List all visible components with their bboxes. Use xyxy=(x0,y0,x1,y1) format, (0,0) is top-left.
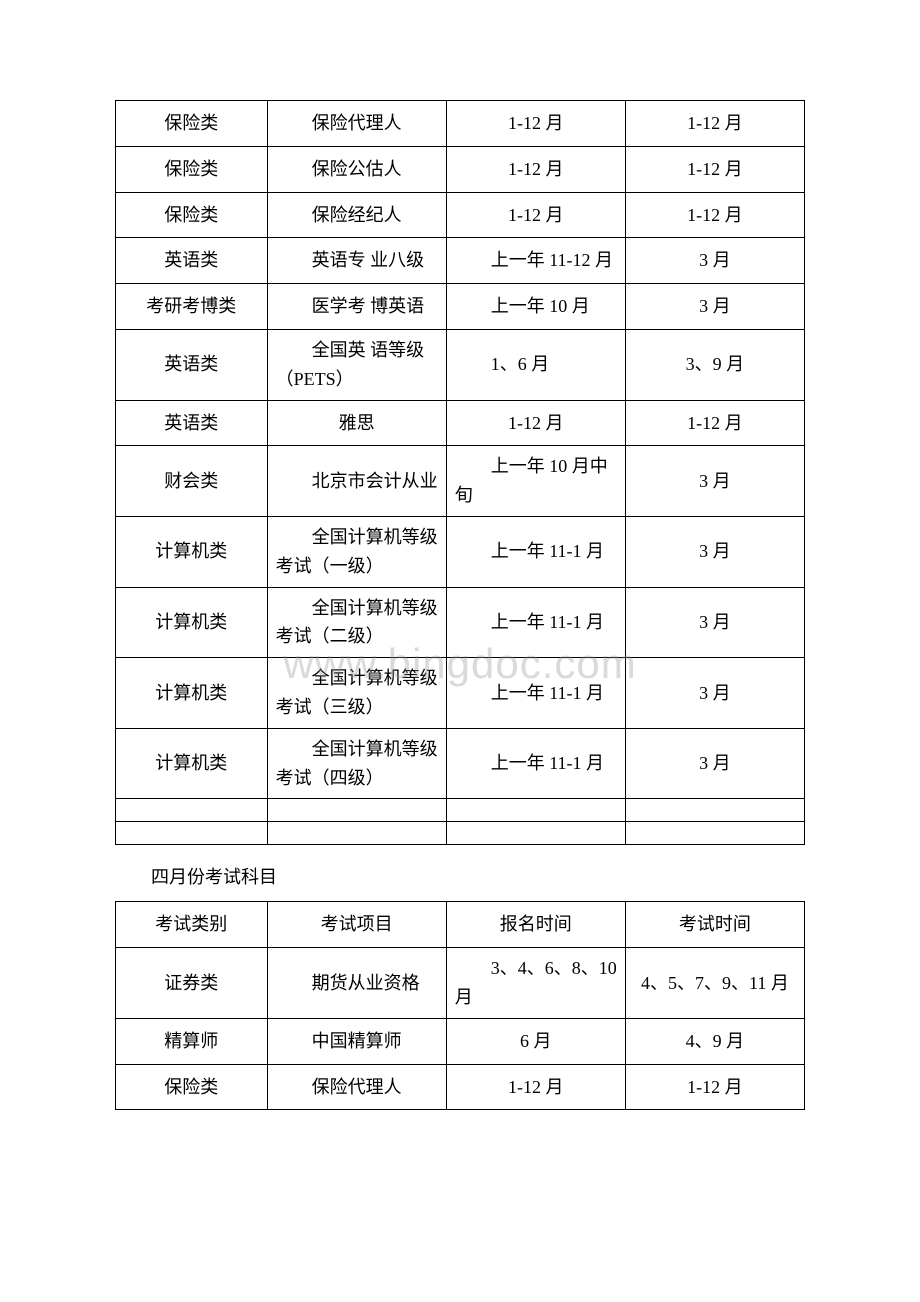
table-cell xyxy=(267,822,446,845)
table-cell: 报名时间 xyxy=(446,902,625,948)
table-cell: 1-12 月 xyxy=(446,1064,625,1110)
table-cell: 上一年 11-1 月 xyxy=(446,516,625,587)
exam-table-1: 保险类保险代理人1-12 月1-12 月保险类保险公估人1-12 月1-12 月… xyxy=(115,100,805,845)
table-cell: 1、6 月 xyxy=(446,329,625,400)
table-cell: 1-12 月 xyxy=(625,101,804,147)
table-cell: 上一年 11-1 月 xyxy=(446,728,625,799)
table-cell xyxy=(116,822,268,845)
table-cell: 3 月 xyxy=(625,516,804,587)
table-cell: 雅思 xyxy=(267,400,446,446)
table-cell: 3 月 xyxy=(625,658,804,729)
table-cell: 4、5、7、9、11 月 xyxy=(625,948,804,1019)
table-row: 英语类英语专 业八级上一年 11-12 月3 月 xyxy=(116,238,805,284)
table-cell: 3 月 xyxy=(625,284,804,330)
table-cell: 6 月 xyxy=(446,1018,625,1064)
table-cell: 保险类 xyxy=(116,101,268,147)
table-cell: 3 月 xyxy=(625,728,804,799)
table-cell: 精算师 xyxy=(116,1018,268,1064)
table-cell: 保险公估人 xyxy=(267,146,446,192)
table-cell: 全国英 语等级（PETS） xyxy=(267,329,446,400)
table-cell: 3 月 xyxy=(625,587,804,658)
table-cell: 1-12 月 xyxy=(446,192,625,238)
table-cell: 3 月 xyxy=(625,238,804,284)
table-row: 精算师中国精算师6 月4、9 月 xyxy=(116,1018,805,1064)
table-cell: 保险类 xyxy=(116,192,268,238)
table-cell: 上一年 11-1 月 xyxy=(446,587,625,658)
table-cell: 1-12 月 xyxy=(625,400,804,446)
table-cell: 保险类 xyxy=(116,146,268,192)
table-row-empty xyxy=(116,799,805,822)
table-cell: 考试项目 xyxy=(267,902,446,948)
table-cell: 1-12 月 xyxy=(625,1064,804,1110)
table-row: 保险类保险公估人1-12 月1-12 月 xyxy=(116,146,805,192)
table-cell: 考试时间 xyxy=(625,902,804,948)
table-row: 考研考博类医学考 博英语上一年 10 月3 月 xyxy=(116,284,805,330)
table-cell: 上一年 10 月 xyxy=(446,284,625,330)
table-cell: 保险经纪人 xyxy=(267,192,446,238)
table-row: 证券类期货从业资格3、4、6、8、10 月4、5、7、9、11 月 xyxy=(116,948,805,1019)
table-cell: 1-12 月 xyxy=(446,101,625,147)
table-cell xyxy=(446,799,625,822)
table-row: 英语类雅思1-12 月1-12 月 xyxy=(116,400,805,446)
table-cell: 计算机类 xyxy=(116,516,268,587)
table-cell xyxy=(116,799,268,822)
table-cell: 计算机类 xyxy=(116,728,268,799)
table-cell: 1-12 月 xyxy=(625,146,804,192)
table-row: 计算机类全国计算机等级考试（二级）上一年 11-1 月3 月 xyxy=(116,587,805,658)
table-cell: 考研考博类 xyxy=(116,284,268,330)
table-cell: 保险代理人 xyxy=(267,101,446,147)
table-cell: 1-12 月 xyxy=(446,146,625,192)
table-row: 保险类保险代理人1-12 月1-12 月 xyxy=(116,1064,805,1110)
table-cell: 英语类 xyxy=(116,400,268,446)
table-cell: 全国计算机等级考试（一级） xyxy=(267,516,446,587)
table-cell xyxy=(267,799,446,822)
table-row: 保险类保险经纪人1-12 月1-12 月 xyxy=(116,192,805,238)
table-cell: 计算机类 xyxy=(116,587,268,658)
table-cell: 保险类 xyxy=(116,1064,268,1110)
table-cell: 中国精算师 xyxy=(267,1018,446,1064)
table-row: 保险类保险代理人1-12 月1-12 月 xyxy=(116,101,805,147)
table-cell: 上一年 11-12 月 xyxy=(446,238,625,284)
table-cell: 1-12 月 xyxy=(446,400,625,446)
table-cell: 医学考 博英语 xyxy=(267,284,446,330)
table-cell: 证券类 xyxy=(116,948,268,1019)
section-title-april: 四月份考试科目 xyxy=(115,863,805,889)
table-cell: 保险代理人 xyxy=(267,1064,446,1110)
table-cell xyxy=(446,822,625,845)
table-cell: 北京市会计从业 xyxy=(267,446,446,517)
table-cell: 财会类 xyxy=(116,446,268,517)
table-cell: 4、9 月 xyxy=(625,1018,804,1064)
table-cell: 考试类别 xyxy=(116,902,268,948)
table-cell: 3 月 xyxy=(625,446,804,517)
table-cell: 3、4、6、8、10 月 xyxy=(446,948,625,1019)
table-row: 计算机类全国计算机等级考试（三级）上一年 11-1 月3 月 xyxy=(116,658,805,729)
table-cell: 全国计算机等级考试（二级） xyxy=(267,587,446,658)
table-cell: 英语专 业八级 xyxy=(267,238,446,284)
exam-table-2: 考试类别考试项目报名时间考试时间证券类期货从业资格3、4、6、8、10 月4、5… xyxy=(115,901,805,1110)
table-cell xyxy=(625,822,804,845)
table-cell: 3、9 月 xyxy=(625,329,804,400)
table-row: 财会类北京市会计从业上一年 10 月中旬3 月 xyxy=(116,446,805,517)
table-cell: 英语类 xyxy=(116,238,268,284)
table-cell: 全国计算机等级考试（四级） xyxy=(267,728,446,799)
table-row: 计算机类全国计算机等级考试（一级）上一年 11-1 月3 月 xyxy=(116,516,805,587)
table-cell xyxy=(625,799,804,822)
table-cell: 计算机类 xyxy=(116,658,268,729)
table-row-empty xyxy=(116,822,805,845)
table-cell: 上一年 10 月中旬 xyxy=(446,446,625,517)
table-cell: 英语类 xyxy=(116,329,268,400)
table-cell: 期货从业资格 xyxy=(267,948,446,1019)
table-cell: 上一年 11-1 月 xyxy=(446,658,625,729)
table-row: 英语类全国英 语等级（PETS）1、6 月3、9 月 xyxy=(116,329,805,400)
table-row: 计算机类全国计算机等级考试（四级）上一年 11-1 月3 月 xyxy=(116,728,805,799)
table-header-row: 考试类别考试项目报名时间考试时间 xyxy=(116,902,805,948)
table-cell: 1-12 月 xyxy=(625,192,804,238)
table-cell: 全国计算机等级考试（三级） xyxy=(267,658,446,729)
